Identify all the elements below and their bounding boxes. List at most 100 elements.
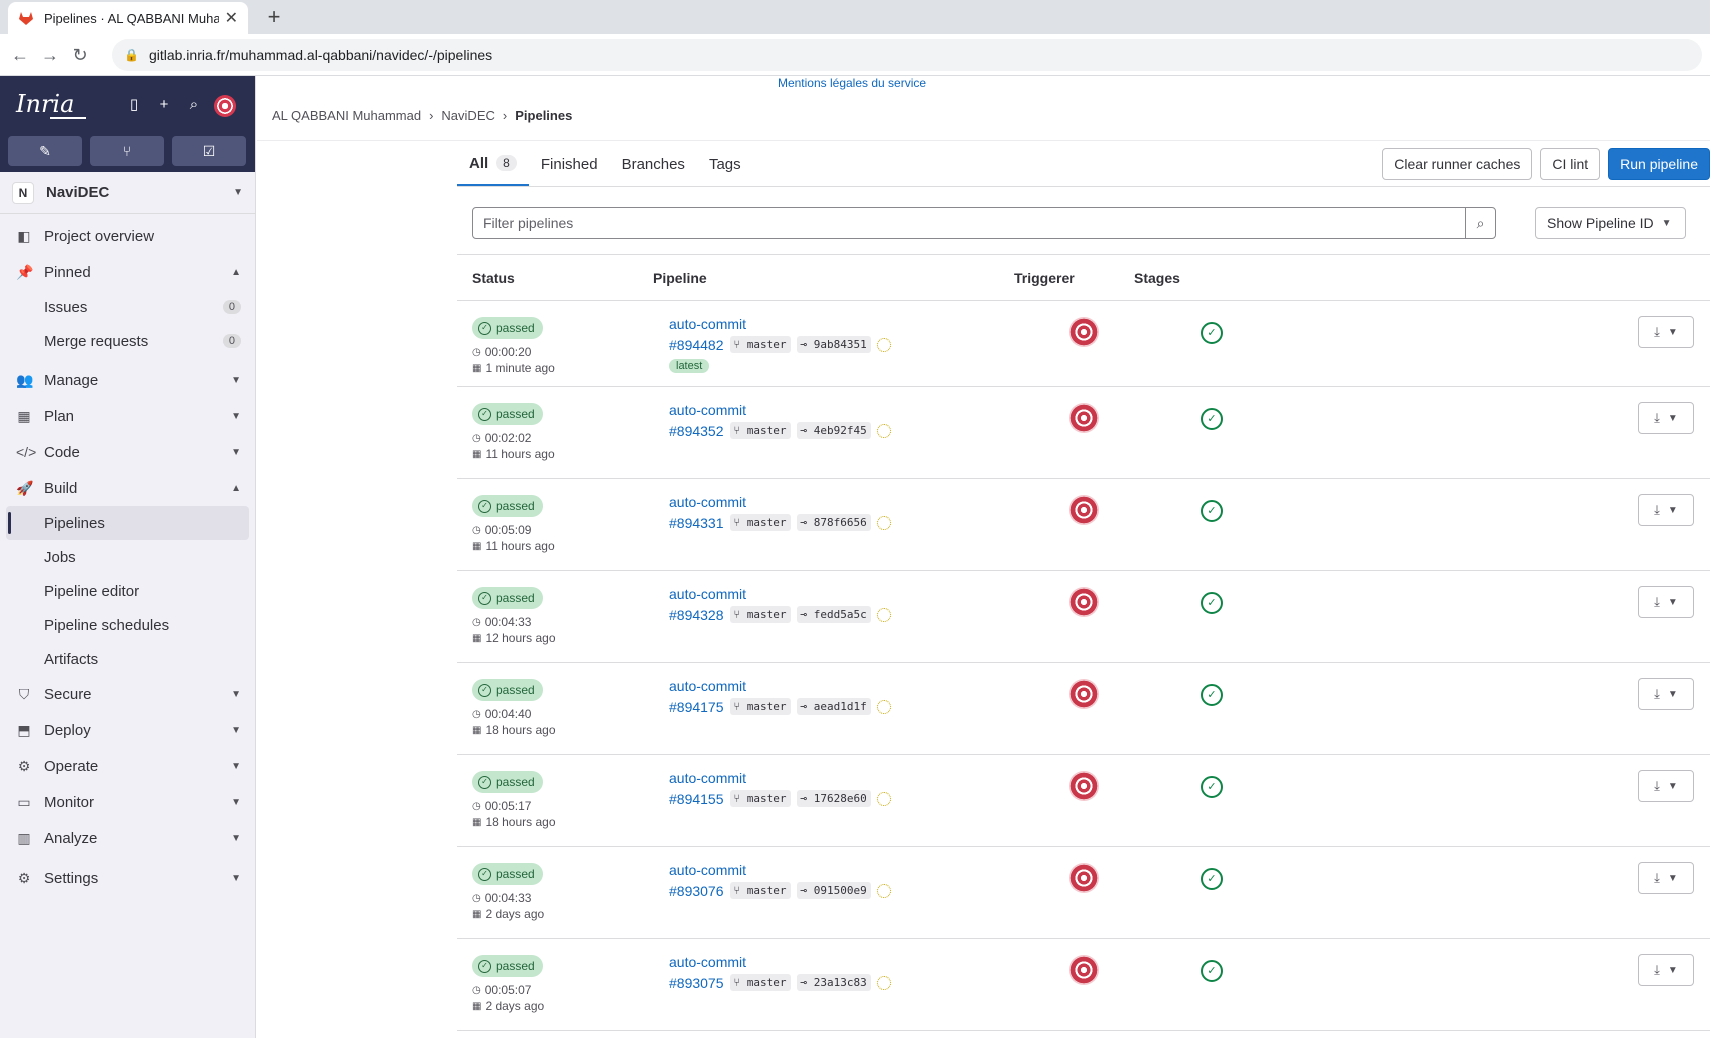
triggerer-avatar[interactable]	[1069, 403, 1099, 433]
tab-branches[interactable]: Branches	[621, 155, 685, 173]
clear-runner-caches-button[interactable]: Clear runner caches	[1382, 148, 1533, 180]
pipeline-commit-title[interactable]: auto-commit	[669, 402, 747, 418]
commit-chip[interactable]: ⊸ 878f6656	[796, 514, 871, 531]
pipeline-commit-title[interactable]: auto-commit	[669, 862, 747, 878]
stage-passed-check-circle-icon[interactable]: ✓	[1201, 960, 1223, 982]
commit-chip[interactable]: ⊸ aead1d1f	[796, 698, 871, 715]
sidebar-item-code[interactable]: </> Code ▼	[0, 434, 255, 470]
status-badge[interactable]: ✓ passed	[472, 495, 543, 517]
download-artifacts-dropdown[interactable]: ⤓ ▼	[1638, 586, 1694, 618]
todo-shortcut-icon[interactable]: ☑	[172, 136, 246, 166]
commit-chip[interactable]: ⊸ 091500e9	[796, 882, 871, 899]
pipeline-commit-title[interactable]: auto-commit	[669, 678, 747, 694]
download-artifacts-dropdown[interactable]: ⤓ ▼	[1638, 494, 1694, 526]
show-pipeline-id-dropdown[interactable]: Show Pipeline ID ▼	[1535, 207, 1686, 239]
sidebar-item-jobs[interactable]: Jobs	[0, 540, 255, 574]
merge-request-shortcut-icon[interactable]: ⑂	[90, 136, 164, 166]
pipeline-commit-title[interactable]: auto-commit	[669, 586, 747, 602]
pipeline-id-link[interactable]: #894482	[669, 336, 724, 353]
breadcrumb-current[interactable]: Pipelines	[515, 108, 573, 123]
stage-passed-check-circle-icon[interactable]: ✓	[1201, 322, 1223, 344]
download-artifacts-dropdown[interactable]: ⤓ ▼	[1638, 862, 1694, 894]
filter-pipelines-input[interactable]	[473, 208, 1465, 238]
stage-passed-check-circle-icon[interactable]: ✓	[1201, 408, 1223, 430]
breadcrumb-project[interactable]: NaviDEC	[441, 108, 495, 123]
pipeline-id-link[interactable]: #893076	[669, 882, 724, 899]
search-icon[interactable]: ⌕	[1465, 208, 1495, 238]
pipeline-id-link[interactable]: #894155	[669, 790, 724, 807]
sidebar-item-issues[interactable]: Issues 0	[0, 290, 255, 324]
pipeline-commit-title[interactable]: auto-commit	[669, 954, 747, 970]
inria-logo[interactable]: Inria	[16, 90, 75, 118]
project-switcher[interactable]: N NaviDEC ▼	[0, 172, 255, 214]
tab-all[interactable]: All 8	[457, 142, 529, 186]
pipeline-commit-title[interactable]: auto-commit	[669, 494, 747, 510]
pipeline-id-link[interactable]: #894352	[669, 422, 724, 439]
branch-chip[interactable]: ⑂ master	[729, 606, 791, 623]
branch-chip[interactable]: ⑂ master	[729, 974, 791, 991]
close-icon[interactable]: ✕	[224, 10, 238, 27]
sidebar-item-plan[interactable]: ▦ Plan ▼	[0, 398, 255, 434]
commit-chip[interactable]: ⊸ 9ab84351	[796, 336, 871, 353]
sidebar-item-pinned[interactable]: 📌 Pinned ▲	[0, 254, 255, 290]
commit-chip[interactable]: ⊸ 4eb92f45	[796, 422, 871, 439]
sidebar-item-pipeline-editor[interactable]: Pipeline editor	[0, 574, 255, 608]
stage-passed-check-circle-icon[interactable]: ✓	[1201, 500, 1223, 522]
avatar[interactable]	[214, 95, 236, 117]
download-artifacts-dropdown[interactable]: ⤓ ▼	[1638, 770, 1694, 802]
sidebar-item-settings[interactable]: ⚙ Settings ▼	[0, 860, 255, 896]
run-pipeline-button[interactable]: Run pipeline	[1608, 148, 1710, 180]
triggerer-avatar[interactable]	[1069, 587, 1099, 617]
triggerer-avatar[interactable]	[1069, 863, 1099, 893]
pipeline-commit-title[interactable]: auto-commit	[669, 770, 747, 786]
branch-chip[interactable]: ⑂ master	[729, 514, 791, 531]
legal-link[interactable]: Mentions légales du service	[777, 76, 927, 90]
issues-shortcut-icon[interactable]: ✎	[8, 136, 82, 166]
sidebar-item-project-overview[interactable]: ◧ Project overview	[0, 218, 255, 254]
sidebar-item-analyze[interactable]: ▥ Analyze ▼	[0, 820, 255, 856]
pipeline-commit-title[interactable]: auto-commit	[669, 316, 747, 332]
commit-chip[interactable]: ⊸ 17628e60	[796, 790, 871, 807]
stage-passed-check-circle-icon[interactable]: ✓	[1201, 684, 1223, 706]
sidebar-item-monitor[interactable]: ▭ Monitor ▼	[0, 784, 255, 820]
sidebar-item-pipeline-schedules[interactable]: Pipeline schedules	[0, 608, 255, 642]
branch-chip[interactable]: ⑂ master	[729, 422, 791, 439]
sidebar-item-build[interactable]: 🚀 Build ▲	[0, 470, 255, 506]
download-artifacts-dropdown[interactable]: ⤓ ▼	[1638, 678, 1694, 710]
sidebar-item-merge-requests[interactable]: Merge requests 0	[0, 324, 255, 358]
tab-tags[interactable]: Tags	[708, 155, 741, 173]
pipeline-id-link[interactable]: #894328	[669, 606, 724, 623]
status-badge[interactable]: ✓ passed	[472, 771, 543, 793]
pipeline-id-link[interactable]: #894175	[669, 698, 724, 715]
branch-chip[interactable]: ⑂ master	[729, 882, 791, 899]
status-badge[interactable]: ✓ passed	[472, 679, 543, 701]
download-artifacts-dropdown[interactable]: ⤓ ▼	[1638, 954, 1694, 986]
stage-passed-check-circle-icon[interactable]: ✓	[1201, 776, 1223, 798]
branch-chip[interactable]: ⑂ master	[729, 336, 791, 353]
sidebar-item-operate[interactable]: ⚙ Operate ▼	[0, 748, 255, 784]
sidebar-item-deploy[interactable]: ⬒ Deploy ▼	[0, 712, 255, 748]
download-artifacts-dropdown[interactable]: ⤓ ▼	[1638, 402, 1694, 434]
new-tab-icon[interactable]: +	[267, 4, 281, 29]
status-badge[interactable]: ✓ passed	[472, 955, 543, 977]
commit-chip[interactable]: ⊸ 23a13c83	[796, 974, 871, 991]
address-bar[interactable]: 🔒 gitlab.inria.fr/muhammad.al-qabbani/na…	[112, 39, 1702, 71]
triggerer-avatar[interactable]	[1069, 771, 1099, 801]
triggerer-avatar[interactable]	[1069, 955, 1099, 985]
reload-icon[interactable]: ↻	[72, 45, 88, 65]
search-icon[interactable]: ⌕	[189, 96, 199, 113]
download-artifacts-dropdown[interactable]: ⤓ ▼	[1638, 316, 1694, 348]
status-badge[interactable]: ✓ passed	[472, 403, 543, 425]
branch-chip[interactable]: ⑂ master	[729, 790, 791, 807]
triggerer-avatar[interactable]	[1069, 495, 1099, 525]
pipeline-id-link[interactable]: #894331	[669, 514, 724, 531]
stage-passed-check-circle-icon[interactable]: ✓	[1201, 592, 1223, 614]
sidebar-item-pipelines[interactable]: Pipelines	[6, 506, 249, 540]
status-badge[interactable]: ✓ passed	[472, 317, 543, 339]
ci-lint-button[interactable]: CI lint	[1540, 148, 1601, 180]
plus-icon[interactable]: +	[159, 96, 169, 113]
triggerer-avatar[interactable]	[1069, 679, 1099, 709]
forward-icon[interactable]: →	[41, 45, 59, 65]
commit-chip[interactable]: ⊸ fedd5a5c	[796, 606, 871, 623]
sidebar-toggle-icon[interactable]: ▯	[129, 96, 139, 113]
